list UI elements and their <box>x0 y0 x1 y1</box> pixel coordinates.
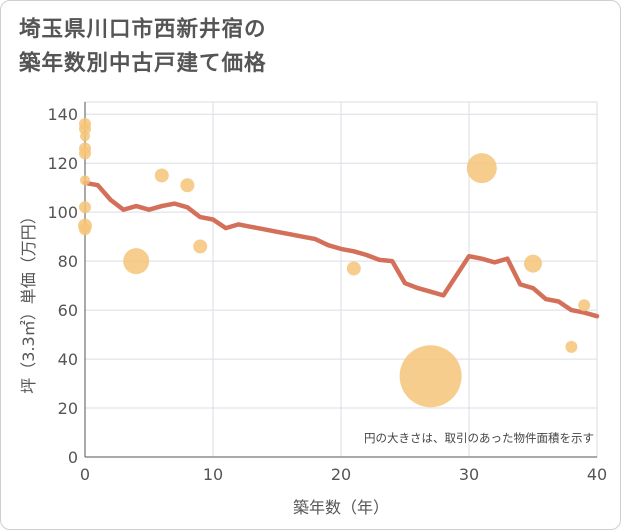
price-trend-line <box>82 180 600 319</box>
transaction-bubble <box>80 175 90 186</box>
transaction-bubble <box>180 178 195 193</box>
y-axis-label: 坪（3.3㎡）単価（万円） <box>19 208 38 393</box>
y-tick-label: 120 <box>47 154 78 173</box>
chart-title: 埼玉県川口市西新井宿の 築年数別中古戸建て価格 <box>19 13 267 81</box>
x-tick-label: 40 <box>587 465 607 484</box>
title-line-2: 築年数別中古戸建て価格 <box>19 51 267 76</box>
y-tick-label: 0 <box>68 448 78 467</box>
transaction-bubble <box>193 239 208 254</box>
title-line-1: 埼玉県川口市西新井宿の <box>19 17 267 42</box>
transaction-bubble <box>346 261 361 276</box>
transaction-bubble <box>79 147 91 160</box>
axes <box>84 102 597 458</box>
y-tick-label: 80 <box>58 252 78 271</box>
y-tick-label: 20 <box>58 399 78 418</box>
transaction-bubbles <box>78 118 591 408</box>
axis-ticks: 0 20 40 60 80 100 120 140 0 10 20 30 40 <box>47 105 607 484</box>
x-tick-label: 0 <box>80 465 90 484</box>
x-tick-label: 30 <box>459 465 479 484</box>
x-tick-label: 20 <box>331 465 351 484</box>
y-tick-label: 140 <box>47 105 78 124</box>
transaction-bubble <box>565 340 578 353</box>
price-trend-series <box>82 180 600 319</box>
transaction-bubble <box>154 168 169 183</box>
transaction-bubble <box>399 345 462 408</box>
bubble-size-note: 円の大きさは、取引のあった物件面積を示す <box>364 431 594 445</box>
y-tick-label: 40 <box>58 350 78 369</box>
transaction-bubble <box>79 223 91 236</box>
transaction-bubble <box>80 131 90 142</box>
transaction-bubble <box>466 153 497 184</box>
y-tick-label: 60 <box>58 301 78 320</box>
transaction-bubble <box>79 201 91 214</box>
transaction-bubble <box>123 248 150 275</box>
y-tick-label: 100 <box>47 203 78 222</box>
x-tick-label: 10 <box>203 465 223 484</box>
grid-lines <box>84 101 598 458</box>
transaction-bubble <box>524 254 542 273</box>
transaction-bubble <box>578 299 591 312</box>
x-axis-label: 築年数（年） <box>293 498 389 517</box>
transaction-bubble <box>79 122 91 135</box>
